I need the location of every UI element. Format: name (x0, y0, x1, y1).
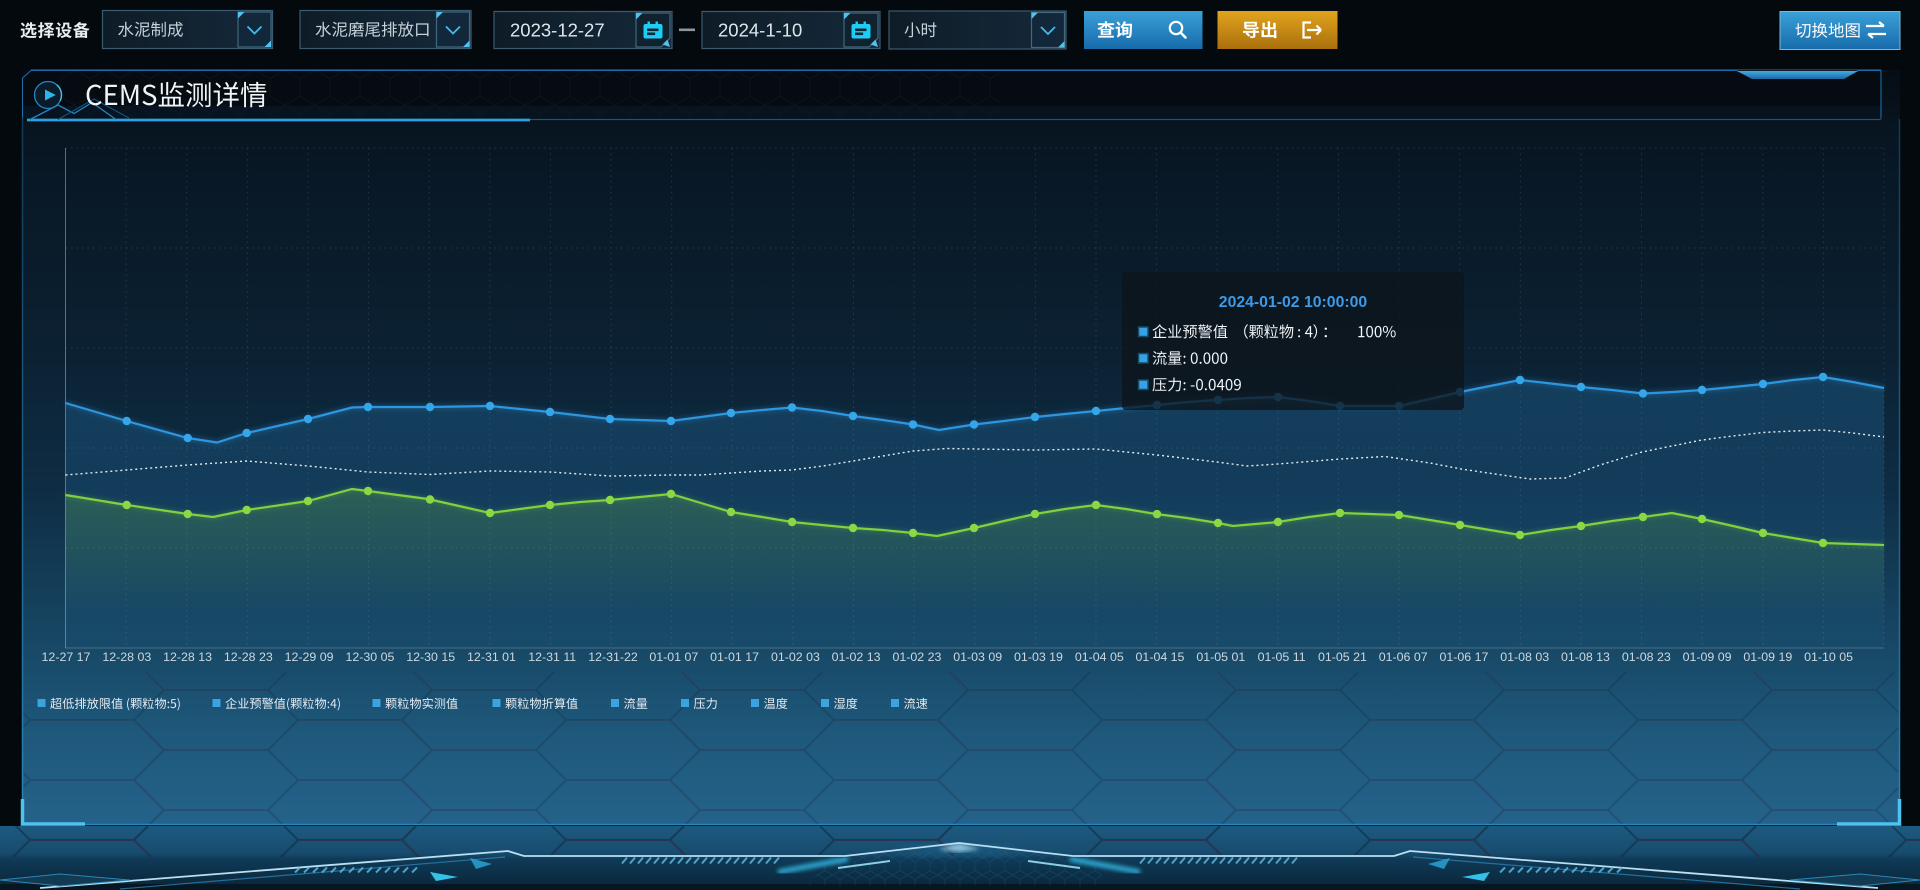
svg-text:01-03 19: 01-03 19 (1014, 650, 1063, 664)
svg-text:01-02 13: 01-02 13 (832, 650, 881, 664)
svg-text:2024-1-10: 2024-1-10 (718, 20, 802, 41)
svg-text:12-29 09: 12-29 09 (285, 650, 334, 664)
svg-text:12-31-22: 12-31-22 (588, 650, 638, 664)
svg-text:01-09 09: 01-09 09 (1683, 650, 1732, 664)
svg-text:01-04 05: 01-04 05 (1075, 650, 1124, 664)
svg-text:12-28 13: 12-28 13 (163, 650, 212, 664)
svg-text:01-10 05: 01-10 05 (1804, 650, 1853, 664)
svg-text:01-05 01: 01-05 01 (1196, 650, 1245, 664)
svg-text:2024-01-02 10:00:00: 2024-01-02 10:00:00 (1219, 294, 1368, 311)
svg-text:12-30 15: 12-30 15 (406, 650, 455, 664)
svg-text:01-09 19: 01-09 19 (1743, 650, 1792, 664)
svg-text:12-27 17: 12-27 17 (42, 650, 91, 664)
svg-text:01-08 03: 01-08 03 (1500, 650, 1549, 664)
svg-text:01-01 17: 01-01 17 (710, 650, 759, 664)
svg-text:12-28 23: 12-28 23 (224, 650, 273, 664)
svg-text:12-28 03: 12-28 03 (102, 650, 151, 664)
svg-text:12-31 11: 12-31 11 (528, 650, 576, 664)
svg-text:01-04 15: 01-04 15 (1136, 650, 1185, 664)
svg-text:01-03 09: 01-03 09 (953, 650, 1002, 664)
svg-text:01-08 23: 01-08 23 (1622, 650, 1671, 664)
svg-text:01-08 13: 01-08 13 (1561, 650, 1610, 664)
svg-text:01-05 11: 01-05 11 (1258, 650, 1306, 664)
svg-text:01-06 17: 01-06 17 (1439, 650, 1488, 664)
svg-text:01-02 23: 01-02 23 (892, 650, 941, 664)
svg-text:01-05 21: 01-05 21 (1318, 650, 1367, 664)
svg-text:12-30 05: 12-30 05 (345, 650, 394, 664)
svg-text:01-06 07: 01-06 07 (1379, 650, 1428, 664)
svg-text:01-01 07: 01-01 07 (649, 650, 698, 664)
svg-text:2023-12-27: 2023-12-27 (510, 20, 605, 41)
svg-text:01-02 03: 01-02 03 (771, 650, 820, 664)
svg-text:12-31 01: 12-31 01 (467, 650, 516, 664)
